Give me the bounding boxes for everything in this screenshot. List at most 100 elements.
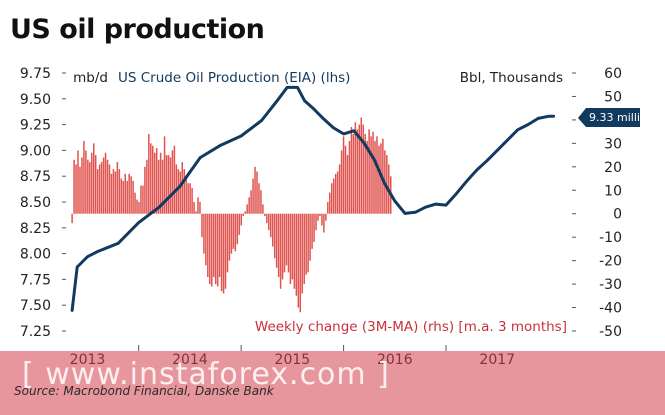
weekly-change-bar [93,143,95,214]
weekly-change-bar [199,202,201,214]
weekly-change-bar [301,213,303,294]
weekly-change-bar [277,213,280,278]
weekly-change-bar [116,162,119,214]
weekly-change-bar [236,213,239,245]
weekly-change-bar [279,213,282,289]
weekly-change-bar [297,213,300,308]
weekly-change-bar [94,155,97,214]
weekly-change-bar [287,213,290,273]
weekly-change-bar [309,213,311,261]
weekly-change-bar [110,173,113,214]
right-tick-label: 20 [604,160,622,176]
weekly-change-bar [165,155,168,214]
weekly-change-bar [122,180,125,214]
left-tick-label: 9.25 [20,118,51,134]
weekly-change-bar [226,213,229,273]
weekly-change-bar [197,197,199,214]
weekly-change-bar [244,211,246,214]
weekly-change-bar [264,213,266,217]
weekly-change-bar [209,213,211,285]
weekly-change-bar [340,150,343,214]
weekly-change-bar [132,180,134,214]
weekly-change-bar [195,211,197,214]
weekly-change-bar [100,162,103,214]
production-line [70,85,556,312]
weekly-change-bar [183,169,185,214]
weekly-change-bar [293,213,296,289]
weekly-change-bar [216,213,219,287]
weekly-change-bar [146,159,148,214]
weekly-change-bar [307,213,309,273]
weekly-change-bar [334,173,337,214]
weekly-change-bar [142,185,144,214]
weekly-change-bar [342,136,345,214]
weekly-change-bar [336,171,339,214]
weekly-change-bar [321,213,323,226]
weekly-change-bars [71,117,392,313]
weekly-change-bar [136,199,138,214]
weekly-change-bar [273,213,276,259]
weekly-change-bar [368,129,370,214]
weekly-change-bar [350,126,353,214]
weekly-change-bar [285,213,288,266]
weekly-change-bar [79,166,81,214]
weekly-change-bar [157,159,160,214]
right-tick-label: 10 [604,183,622,199]
weekly-change-bar [260,190,262,214]
weekly-change-bar [114,171,117,214]
left-tick-label: 7.75 [20,272,51,288]
weekly-change-bar [153,152,156,214]
weekly-change-bar [364,133,366,214]
right-tick-label: 0 [613,207,622,223]
weekly-change-bar [327,202,329,214]
right-tick-label: -30 [599,277,622,293]
weekly-change-bar [128,173,130,214]
weekly-change-bar [130,176,132,214]
weekly-change-bar [106,159,109,214]
weekly-change-bar [126,180,128,214]
weekly-change-bar [268,213,270,231]
watermark-band [0,351,665,415]
weekly-change-bar [161,159,164,214]
weekly-change-bar [348,141,351,214]
weekly-change-bar [214,213,217,285]
weekly-change-bar [159,152,162,214]
weekly-change-bar [169,157,172,214]
weekly-change-bar [91,152,93,214]
weekly-change-bar [354,122,357,214]
right-tick-label: -40 [599,301,622,317]
weekly-change-bar [96,169,99,214]
weekly-change-bar [187,183,189,214]
weekly-change-bar [163,136,166,214]
weekly-change-bar [358,124,361,214]
weekly-change-bar [372,131,374,214]
weekly-change-bar [102,157,105,214]
weekly-change-bar [167,155,170,214]
weekly-change-bar [258,183,260,214]
weekly-change-bar [173,145,176,214]
weekly-change-bar [315,213,317,231]
right-tick-label: -20 [599,254,622,270]
weekly-change-bar [248,197,250,214]
weekly-change-bar [256,171,258,214]
page-title: US oil production [10,14,265,45]
weekly-change-bar [120,178,123,214]
weekly-change-bar [232,213,235,249]
weekly-change-bar [374,141,376,214]
weekly-change-bar [230,213,233,254]
right-axis-ticks: 6050403020100-10-20-30-40-50 [572,66,622,340]
weekly-change-bar [150,143,152,214]
weekly-change-bar [338,164,341,214]
weekly-change-bar [212,213,215,278]
weekly-change-bar [271,213,274,247]
weekly-change-bar [181,162,184,214]
weekly-change-bar [370,136,372,214]
weekly-change-bar [222,213,225,294]
weekly-change-bar [218,213,221,278]
weekly-change-bar [134,192,136,214]
weekly-change-bar [240,213,243,226]
weekly-change-bar [356,129,359,214]
line-series-label: US Crude Oil Production (EIA) (lhs) [118,70,350,86]
bar-series-label: Weekly change (3M-MA) (rhs) [m.a. 3 mont… [255,319,567,335]
left-tick-label: 8.50 [20,195,51,211]
